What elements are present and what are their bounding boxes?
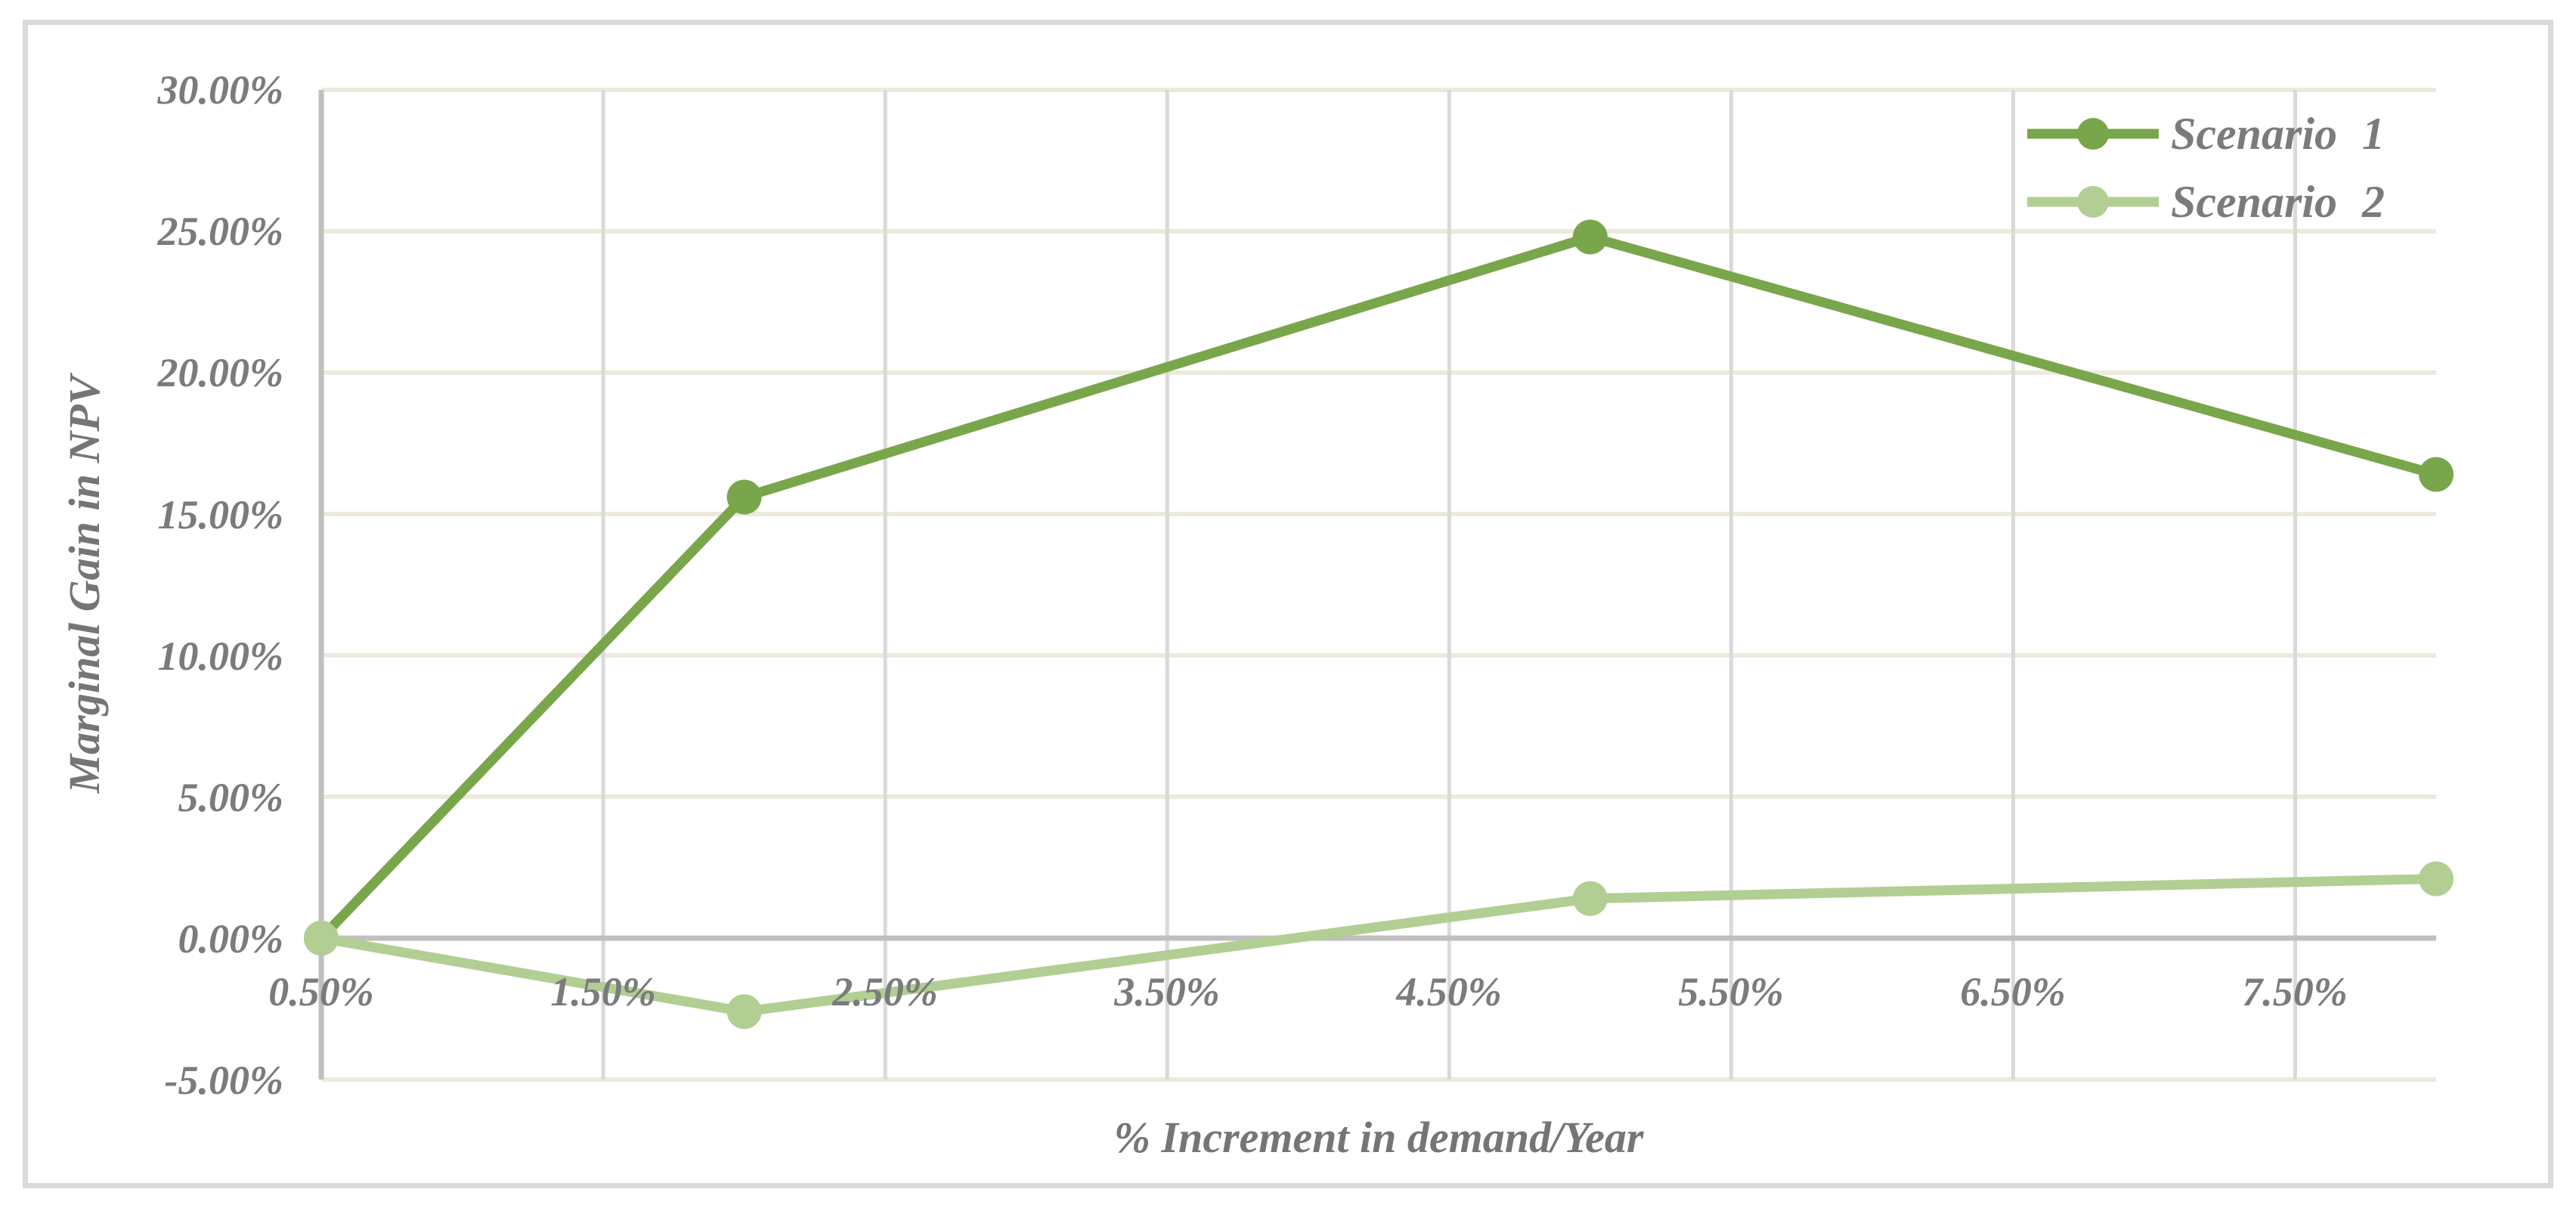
legend-swatch-line-marker-icon: [2027, 186, 2159, 218]
legend: Scenario 1 Scenario 2: [2027, 109, 2386, 249]
legend-label: Scenario 1: [2171, 109, 2386, 159]
x-tick-label: 4.50%: [1396, 969, 1502, 1014]
x-tick-label: 3.50%: [1114, 969, 1220, 1014]
y-tick-label: 5.00%: [178, 775, 283, 820]
y-tick-label: 25.00%: [157, 209, 283, 254]
legend-entry-scenario-2: Scenario 2: [2027, 177, 2386, 227]
y-tick-label: 0.00%: [178, 916, 283, 962]
x-tick-label: 0.50%: [268, 969, 374, 1014]
legend-label: Scenario 2: [2171, 177, 2386, 227]
y-tick-label: 20.00%: [157, 350, 283, 395]
y-tick-label: 30.00%: [157, 67, 283, 113]
legend-swatch-line-marker-icon: [2027, 118, 2159, 150]
chart-frame: [23, 20, 2553, 1188]
x-tick-label: 6.50%: [1960, 969, 2066, 1014]
x-axis-title: % Increment in demand/Year: [1113, 1113, 1644, 1162]
y-tick-label: -5.00%: [164, 1058, 283, 1103]
x-tick-label: 7.50%: [2242, 969, 2348, 1014]
x-tick-label: 5.50%: [1678, 969, 1784, 1014]
legend-entry-scenario-1: Scenario 1: [2027, 109, 2386, 159]
y-tick-label: 15.00%: [157, 492, 283, 537]
x-tick-label: 1.50%: [550, 969, 656, 1014]
y-tick-label: 10.00%: [157, 633, 283, 679]
x-tick-label: 2.50%: [832, 969, 938, 1014]
y-axis-title: Marginal Gain in NPV: [60, 375, 109, 794]
